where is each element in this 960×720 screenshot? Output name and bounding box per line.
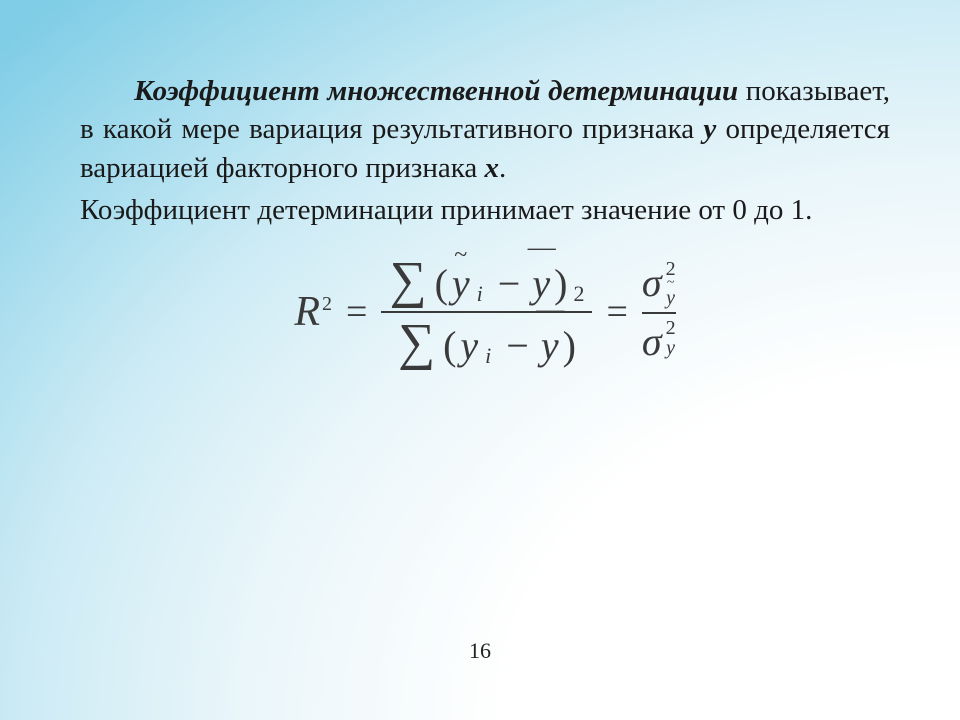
- paragraph-2: Коэффициент детерминации принимает значе…: [80, 191, 890, 229]
- formula-block: R2 = ∑ ( ~ y i − — y ): [80, 255, 890, 369]
- sub-i-2: i: [482, 343, 494, 369]
- minus-2: −: [498, 322, 537, 369]
- sigma-sub-y: y: [666, 338, 675, 358]
- sigma-den: σ 2 y: [642, 318, 676, 365]
- sigma-1: σ: [642, 259, 662, 306]
- main-fraction: ∑ ( ~ y i − — y ) 2 ∑: [381, 255, 592, 369]
- y-bar-2: — y: [541, 322, 559, 369]
- slide-content: Коэффициент множественной детерминации п…: [80, 72, 890, 369]
- sigma-sup-2: 2: [666, 318, 676, 338]
- sigma-2: σ: [642, 318, 662, 365]
- sigma-den-scripts: 2 y: [666, 318, 676, 358]
- sub-i-1: i: [474, 281, 486, 307]
- bar-hat-2: —: [536, 294, 563, 326]
- tilde-hat: ~: [454, 242, 467, 269]
- lhs-sup: 2: [320, 293, 332, 315]
- sum-num: ∑: [389, 255, 430, 307]
- p1-end: .: [499, 152, 506, 184]
- lhs: R2: [294, 288, 332, 336]
- sigma-fraction: σ 2 ~ y σ 2 y: [642, 259, 676, 364]
- minus-1: −: [490, 260, 529, 307]
- sigma-num: σ 2 ~ y: [642, 259, 676, 307]
- open-den: (: [443, 322, 456, 369]
- lhs-R: R: [294, 289, 320, 335]
- eq-1: =: [346, 290, 367, 334]
- open-num: (: [435, 260, 448, 307]
- mini-y-1: y: [666, 287, 675, 309]
- paragraph-1: Коэффициент множественной детерминации п…: [80, 72, 890, 187]
- sigma-num-scripts: 2 ~ y: [666, 259, 676, 307]
- y-4: y: [541, 323, 559, 368]
- denominator: ∑ ( y i − — y ): [390, 317, 584, 369]
- bar-hat-1: —: [528, 232, 555, 264]
- sigma-sub-ytilde: ~ y: [666, 279, 675, 307]
- eq-2: =: [606, 290, 627, 334]
- formula: R2 = ∑ ( ~ y i − — y ): [80, 255, 890, 369]
- y-tilde: ~ y: [452, 260, 470, 307]
- sum-den: ∑: [398, 317, 439, 369]
- sq-num: 2: [571, 281, 584, 307]
- page-number: 16: [0, 638, 960, 664]
- var-x: x: [485, 152, 500, 184]
- frac-bar-2: [642, 312, 676, 314]
- close-den: ): [563, 322, 576, 369]
- var-y: y: [703, 113, 716, 145]
- term: Коэффициент множественной детерминации: [134, 75, 738, 107]
- y-3: y: [460, 322, 478, 369]
